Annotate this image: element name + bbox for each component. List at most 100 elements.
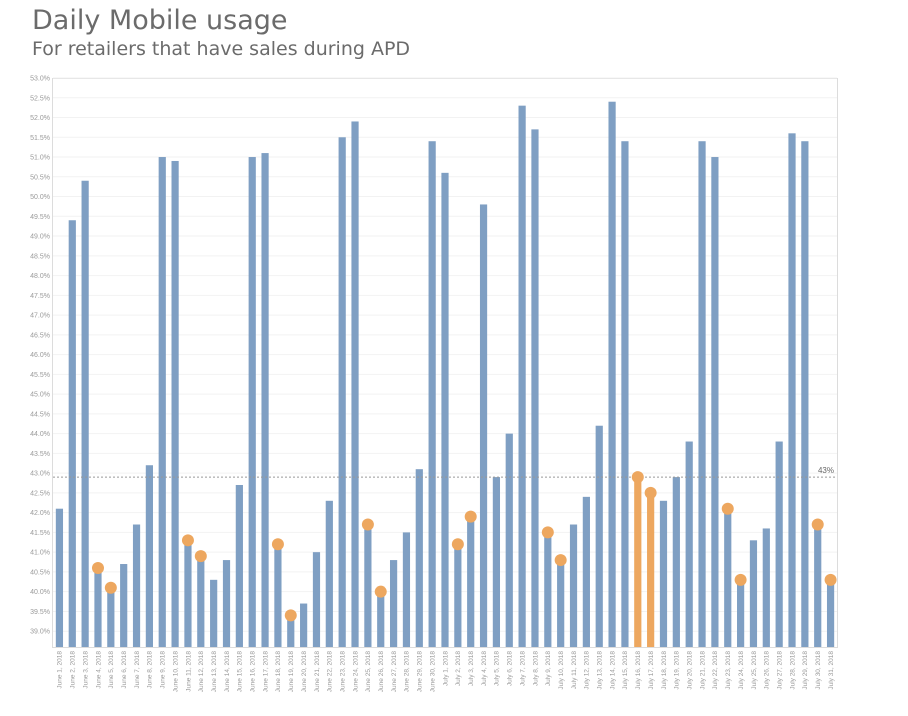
chart-title: Daily Mobile usage (32, 5, 288, 36)
bar (788, 133, 796, 647)
bar (222, 560, 231, 647)
bar (389, 560, 398, 647)
x-tick-label: June 29, 2018 (417, 651, 424, 693)
y-tick-label: 43.0% (30, 471, 50, 478)
x-tick-label: June 25, 2018 (365, 651, 372, 693)
x-tick-label: July 12, 2018 (584, 651, 591, 690)
y-tick-label: 52.5% (30, 95, 50, 102)
y-tick-label: 48.5% (30, 253, 50, 260)
y-tick-label: 45.0% (30, 392, 50, 399)
x-tick-label: June 23, 2018 (339, 651, 346, 693)
x-tick-label: July 18, 2018 (661, 651, 668, 690)
x-tick-label: July 13, 2018 (597, 651, 604, 690)
bar (312, 552, 321, 647)
y-tick-label: 51.5% (30, 135, 50, 142)
reference-line-group: 43% (53, 466, 837, 478)
bar (81, 180, 89, 647)
x-tick-label: June 1, 2018 (57, 651, 64, 689)
bar (518, 105, 526, 647)
x-tick-label: July 6, 2018 (507, 651, 514, 686)
x-tick-label: July 30, 2018 (815, 651, 822, 690)
bar (210, 579, 218, 647)
y-tick-label: 43.5% (30, 451, 50, 458)
bar (55, 508, 64, 647)
marker-dot (271, 538, 284, 551)
x-tick-label: June 18, 2018 (275, 651, 282, 693)
bar (338, 137, 346, 648)
x-tick-label: June 30, 2018 (429, 651, 436, 693)
x-tick-label: July 4, 2018 (481, 651, 488, 686)
bar (454, 544, 462, 647)
x-tick-label: July 19, 2018 (674, 651, 681, 690)
bar (107, 587, 115, 647)
bar (325, 500, 333, 647)
x-tick-label: June 16, 2018 (250, 651, 257, 693)
bar (711, 157, 719, 647)
bar (659, 500, 668, 647)
bar (749, 540, 758, 647)
x-tick-label: July 24, 2018 (738, 651, 745, 690)
bar (801, 141, 809, 647)
bar (698, 141, 706, 647)
x-tick-label: July 25, 2018 (751, 651, 758, 690)
x-tick-label: July 1, 2018 (442, 651, 449, 686)
marker-dot (811, 518, 824, 531)
bar (505, 433, 513, 647)
bar (145, 465, 153, 647)
x-tick-label: July 11, 2018 (571, 651, 578, 690)
marker-dot (631, 471, 644, 484)
y-tick-label: 53.0% (30, 76, 50, 83)
x-tick-label: July 27, 2018 (776, 651, 783, 690)
x-tick-label: June 28, 2018 (404, 651, 411, 693)
reference-line-label: 43% (818, 466, 834, 475)
marker-dot (284, 609, 297, 622)
bar (544, 532, 552, 647)
y-axis-ticks: 39.0% 39.5% 40.0% 40.5% 41.0% 41.5% 42.0% 42.5%… (30, 76, 50, 636)
x-tick-label: July 5, 2018 (494, 651, 501, 686)
x-tick-label: June 11, 2018 (185, 651, 192, 692)
marker-dot (181, 534, 194, 547)
bar (184, 540, 192, 647)
bars (55, 101, 835, 648)
bar (68, 220, 76, 647)
marker-dot (824, 573, 837, 586)
marker-dot (464, 510, 477, 523)
bar (479, 204, 488, 647)
y-tick-label: 40.5% (30, 569, 50, 576)
marker-dot (554, 554, 567, 567)
x-tick-label: June 24, 2018 (352, 651, 359, 693)
x-tick-label: July 15, 2018 (622, 651, 629, 690)
x-tick-label: July 31, 2018 (828, 651, 835, 690)
bar (531, 129, 539, 648)
y-tick-label: 44.0% (30, 431, 50, 438)
x-tick-label: June 19, 2018 (288, 651, 295, 693)
x-tick-label: June 4, 2018 (95, 651, 102, 689)
bar (274, 544, 282, 647)
bar (467, 516, 475, 647)
x-tick-label: June 14, 2018 (224, 651, 231, 693)
y-tick-label: 49.0% (30, 234, 50, 241)
bar (248, 157, 256, 647)
bar (197, 556, 205, 647)
bar (685, 441, 693, 647)
bar (826, 579, 835, 647)
x-axis-ticks: June 1, 2018 June 2, 2018 June 3, 2018 June… (57, 651, 835, 693)
y-tick-label: 51.0% (30, 155, 50, 162)
marker-dot (361, 518, 374, 531)
y-tick-label: 41.0% (30, 550, 50, 557)
bar (724, 508, 732, 647)
x-tick-label: July 17, 2018 (648, 651, 655, 690)
bar (814, 524, 822, 647)
y-tick-label: 46.5% (30, 332, 50, 339)
marker-dot (541, 526, 554, 539)
y-tick-label: 45.5% (30, 372, 50, 379)
y-tick-label: 39.0% (30, 629, 50, 636)
x-tick-label: July 10, 2018 (558, 651, 565, 690)
x-tick-label: July 21, 2018 (699, 651, 706, 690)
x-tick-label: June 20, 2018 (301, 651, 308, 693)
x-tick-label: June 27, 2018 (391, 651, 398, 693)
x-tick-label: June 6, 2018 (121, 651, 128, 689)
x-tick-label: June 26, 2018 (378, 651, 385, 693)
marker-dot (644, 486, 657, 499)
x-tick-label: June 2, 2018 (70, 651, 77, 689)
